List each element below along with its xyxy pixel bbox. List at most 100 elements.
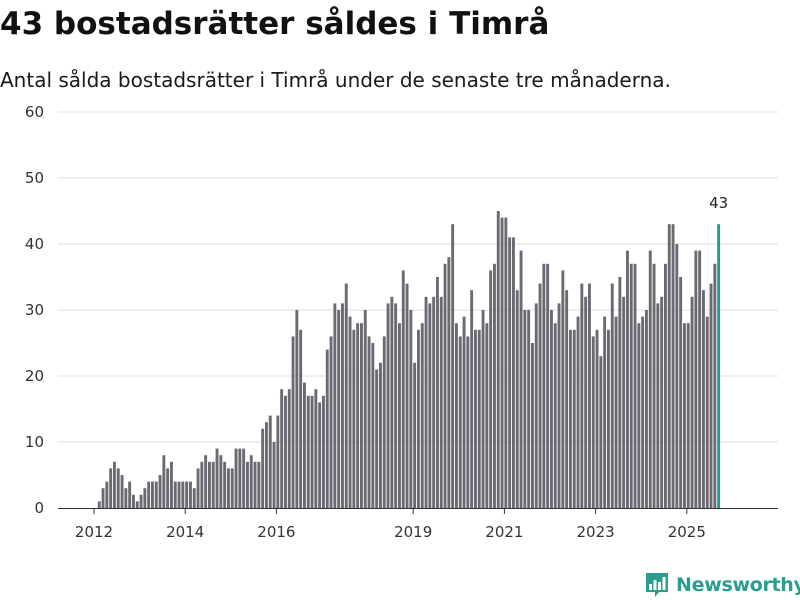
bar [553,323,557,508]
bar [409,310,413,508]
bar [120,475,124,508]
bar [242,448,246,508]
bar [124,488,128,508]
bar [436,277,439,508]
bar [580,283,584,508]
bar [211,461,215,508]
bar [306,395,310,508]
bar [139,494,143,508]
bar [113,461,116,508]
bar [314,389,318,508]
bar [515,290,519,508]
bar [128,481,132,508]
bar [276,415,280,508]
bar [360,323,363,508]
bar [234,448,238,508]
bar [519,250,523,508]
bar [557,303,561,508]
bar [595,329,599,508]
data-labels: 43 [709,194,728,212]
x-tick-label: 2021 [485,523,523,541]
bar [162,455,166,508]
bar [477,329,481,508]
bar [379,362,382,508]
bar [458,336,462,508]
bar [618,277,622,508]
bar [428,303,432,508]
bar [284,395,287,508]
bar [348,316,352,508]
bar [667,224,671,508]
bar [512,237,515,508]
bar [322,395,325,508]
bars [97,211,721,508]
bar [287,389,291,508]
bar [481,310,485,508]
bar [166,468,170,508]
bar [97,501,101,508]
bar [698,250,702,508]
bar [249,455,253,508]
bar [413,362,417,508]
x-tick-label: 2014 [166,523,204,541]
bar [648,250,652,508]
bar [185,481,189,508]
bar [626,250,629,508]
bar [694,250,698,508]
bar [603,316,607,508]
bar [223,461,227,508]
bar [493,263,496,508]
bar [527,310,531,508]
bar [375,369,379,508]
bar [713,263,717,508]
y-tick-label: 0 [34,499,44,517]
bar [610,283,614,508]
bar [496,211,500,508]
bar [500,217,504,508]
y-tick-label: 50 [25,169,44,187]
y-tick-label: 60 [25,103,44,121]
bar [417,329,420,508]
bar [310,395,314,508]
chart-title: 43 bostadsrätter såldes i Timrå [0,6,550,42]
bar [230,468,234,508]
bar [671,224,675,508]
bar [109,468,113,508]
bar [443,263,447,508]
bar [550,310,553,508]
bar [147,481,151,508]
bar [272,442,276,508]
x-tick-label: 2012 [75,523,113,541]
bar [572,329,576,508]
y-tick-label: 10 [25,433,44,451]
bar [299,329,303,508]
bar [622,296,626,508]
bar [158,475,162,508]
bar [401,270,405,508]
bar [208,461,211,508]
bar [200,461,204,508]
bar [607,329,610,508]
bar [424,296,428,508]
bar [280,389,284,508]
bar [386,303,390,508]
bar [265,422,268,508]
bar [466,336,470,508]
bar [531,343,534,508]
bar [363,310,367,508]
bar [227,468,230,508]
brand-name: Newsworthy [676,574,800,596]
bar [504,217,508,508]
bar [105,481,109,508]
bar [474,329,477,508]
x-tick-label: 2025 [668,523,706,541]
bar [196,468,200,508]
bar [591,336,595,508]
bar [135,501,139,508]
y-tick-label: 40 [25,235,44,253]
newsworthy-logo: Newsworthy [644,570,800,600]
x-tick-label: 2016 [257,523,295,541]
bar [432,296,436,508]
bar [683,323,686,508]
bar [215,448,219,508]
